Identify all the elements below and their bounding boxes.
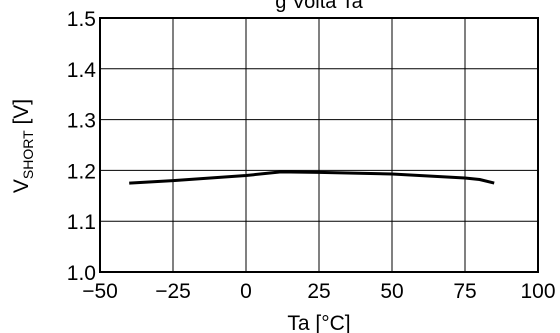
x-tick-label: 0 [240,280,252,303]
y-axis-label-unit: [V] [10,99,33,131]
y-tick-label: 1.0 [67,262,96,285]
x-tick-label: 25 [307,280,330,303]
x-tick-label: 75 [453,280,476,303]
y-tick-label: 1.4 [67,59,97,82]
y-axis-label-subscript: SHORT [20,130,36,179]
x-tick-label: −25 [155,280,191,303]
y-tick-label: 1.3 [67,110,96,133]
series-line [129,170,495,185]
y-tick-labels: 1.0 1.1 1.2 1.3 1.4 1.5 [67,8,97,285]
x-tick-label: 100 [520,280,555,303]
y-axis-label: VSHORT [V] [10,99,36,193]
x-tick-label: 50 [380,280,403,303]
y-tick-label: 1.2 [67,160,96,183]
x-tick-labels: −50 −25 0 25 50 75 100 [82,280,555,303]
x-axis-label: Ta [°C] [287,312,350,333]
y-tick-label: 1.5 [67,8,96,31]
x-tick-label: −50 [82,280,118,303]
series-layer [129,170,495,185]
plot-frame [99,17,539,273]
grid-lines [100,18,538,272]
y-tick-label: 1.1 [67,211,96,234]
chart-title: g Volta Ta [275,0,363,13]
y-axis-label-main: V [10,179,33,193]
